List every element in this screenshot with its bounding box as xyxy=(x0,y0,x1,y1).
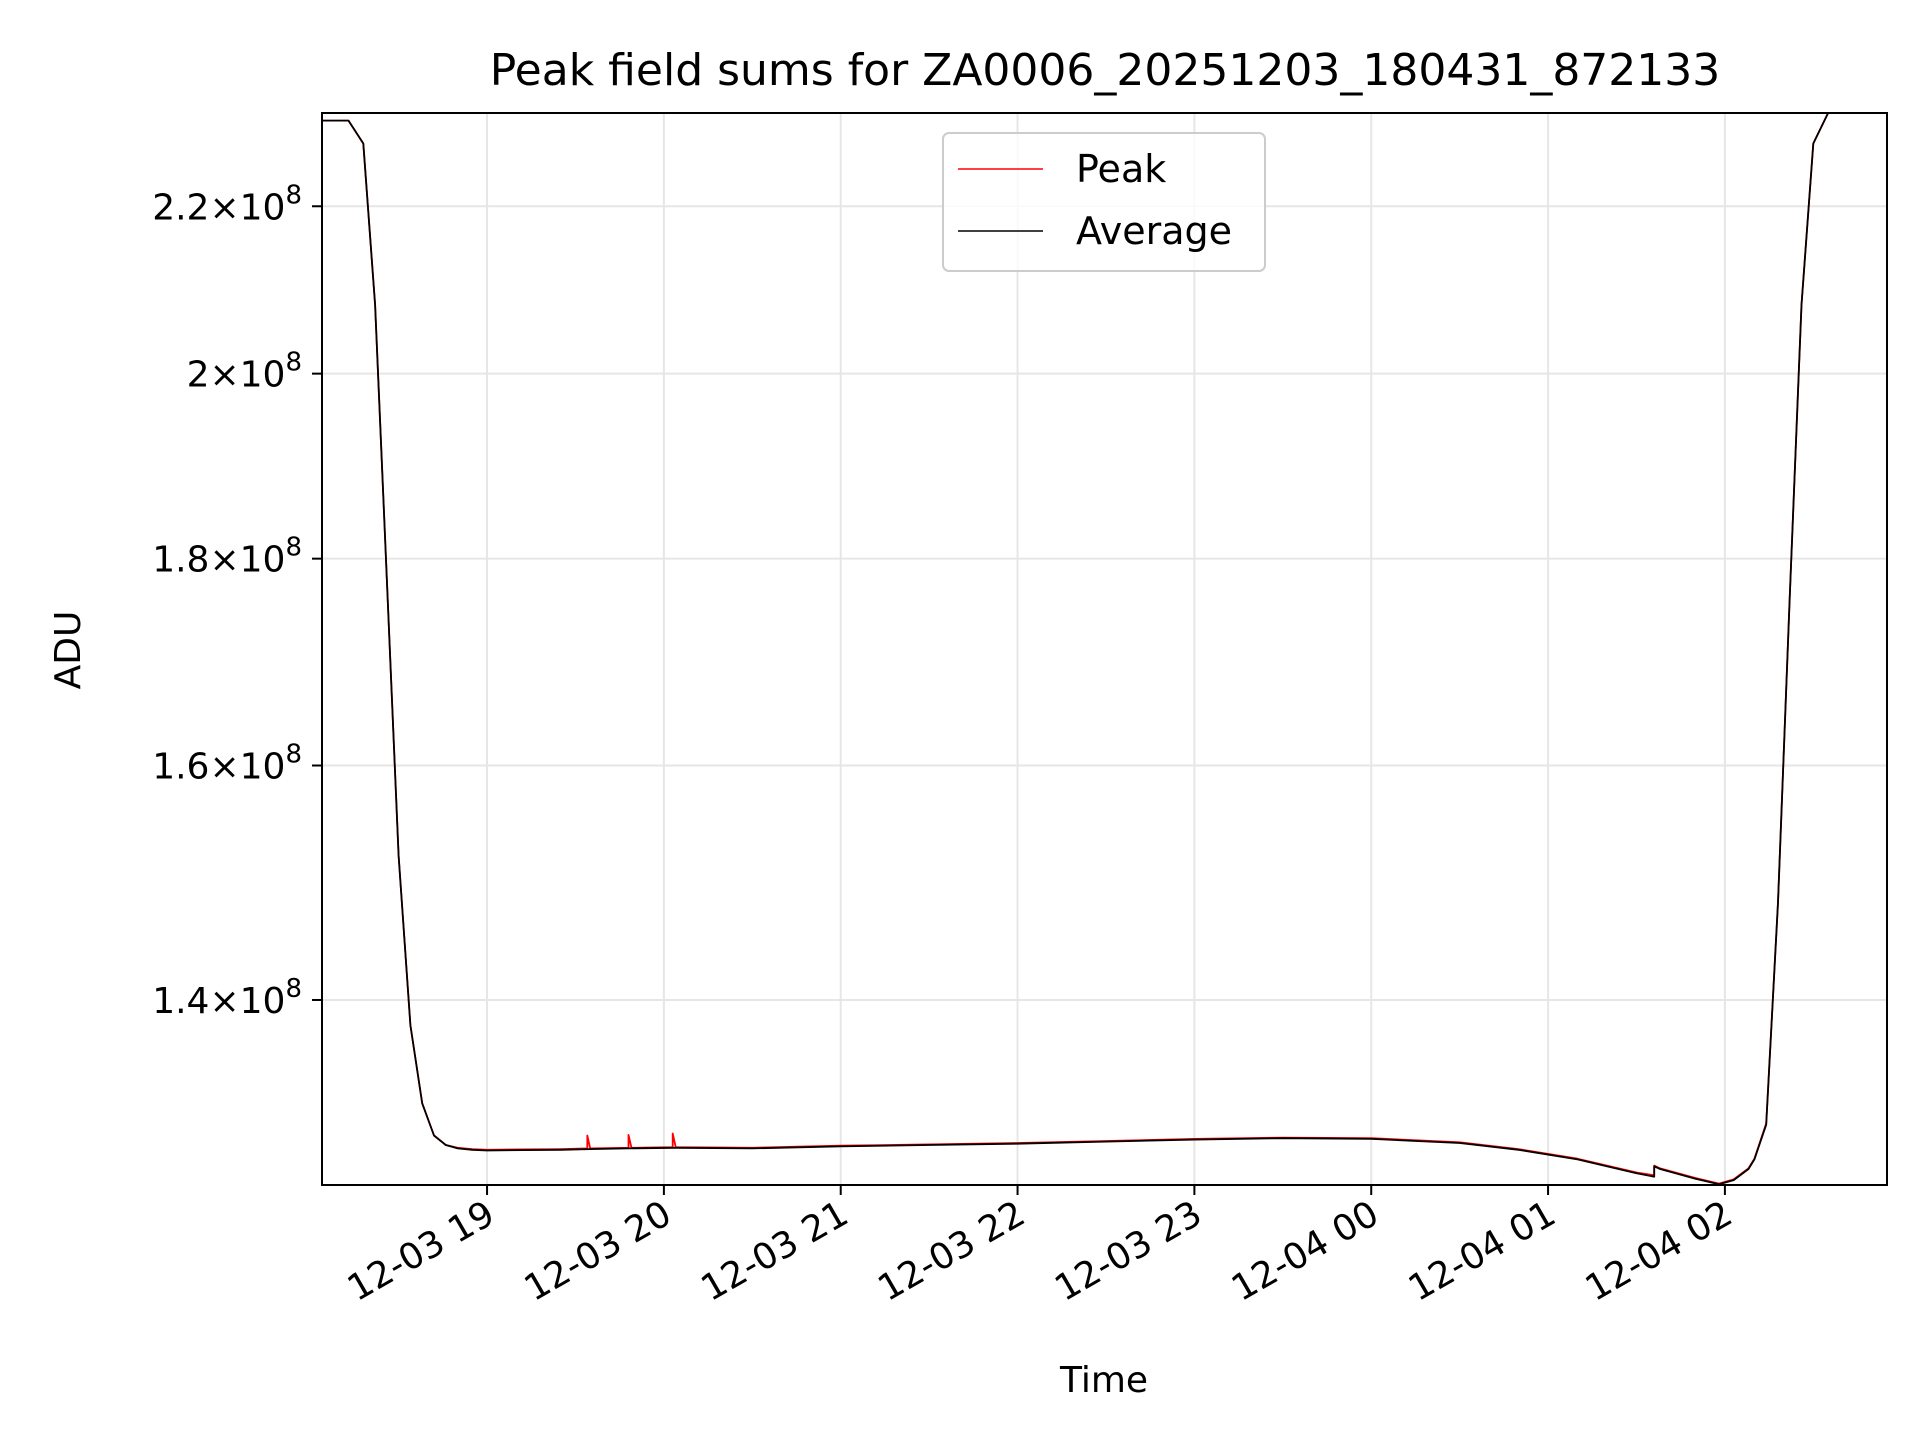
y-axis-label: ADU xyxy=(48,611,89,690)
y-tick-times-ten: ×10 xyxy=(209,187,285,228)
plot-frame xyxy=(321,112,1888,1186)
y-tick-mantissa: 1.4 xyxy=(152,981,209,1022)
legend-label-peak: Peak xyxy=(1076,147,1166,191)
y-tick-exponent: 8 xyxy=(285,180,302,210)
y-tick-mantissa: 2 xyxy=(187,355,210,396)
y-tick-exponent: 8 xyxy=(285,533,302,563)
grid xyxy=(322,113,1887,1185)
y-tick-label: 1.6×108 xyxy=(152,739,302,787)
y-tick-mantissa: 1.8 xyxy=(152,540,209,581)
y-tick-times-ten: ×10 xyxy=(209,981,285,1022)
y-tick-label: 1.4×108 xyxy=(152,974,302,1022)
legend-label-average: Average xyxy=(1076,209,1232,253)
series-line-average xyxy=(322,112,1829,1186)
y-tick-times-ten: ×10 xyxy=(209,355,285,396)
series-layer xyxy=(322,112,1829,1186)
y-tick-label: 2.2×108 xyxy=(152,180,302,228)
y-tick-exponent: 8 xyxy=(285,739,302,769)
legend-box xyxy=(942,132,1266,272)
y-tick-times-ten: ×10 xyxy=(209,746,285,787)
x-axis-label: Time xyxy=(1059,1360,1148,1401)
y-tick-times-ten: ×10 xyxy=(209,540,285,581)
y-tick-label: 1.8×108 xyxy=(152,533,302,581)
legend: Peak Average xyxy=(942,132,1266,272)
y-tick-mantissa: 2.2 xyxy=(152,187,209,228)
y-tick-exponent: 8 xyxy=(285,348,302,378)
y-tick-mantissa: 1.6 xyxy=(152,746,209,787)
y-tick-exponent: 8 xyxy=(285,974,302,1004)
y-tick-label: 2×108 xyxy=(187,348,302,396)
chart-title: Peak field sums for ZA0006_20251203_1804… xyxy=(490,45,1721,96)
